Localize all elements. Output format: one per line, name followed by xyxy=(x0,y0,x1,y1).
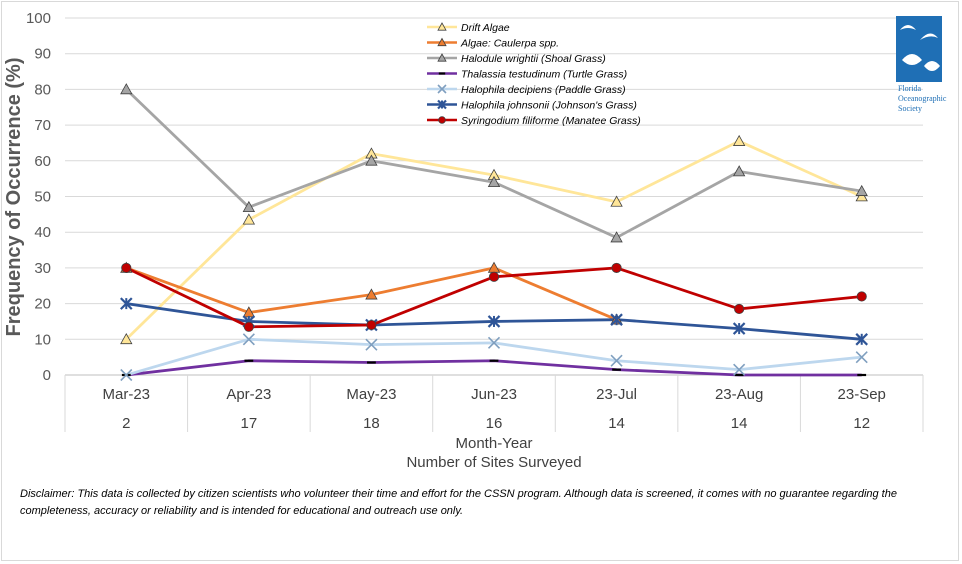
logo-manatee-icon xyxy=(924,61,940,71)
series-line xyxy=(125,337,862,377)
disclaimer-text: Disclaimer: This data is collected by ci… xyxy=(20,488,897,517)
legend-entry-label: Halophila decipiens (Paddle Grass) xyxy=(461,84,626,96)
sites-surveyed-label: 17 xyxy=(241,415,258,432)
data-point xyxy=(734,303,745,315)
y-tick-label: 50 xyxy=(34,189,51,206)
data-point xyxy=(855,190,868,202)
data-point xyxy=(610,313,623,326)
x-tick-label: 23-Aug xyxy=(715,386,763,403)
florida-oceanographic-logo: Florida Oceanographic Society xyxy=(896,16,947,113)
data-point xyxy=(732,134,746,146)
data-point xyxy=(732,322,746,335)
y-tick-label: 40 xyxy=(34,224,51,241)
y-tick-label: 90 xyxy=(34,46,51,63)
y-tick-label: 60 xyxy=(34,153,51,170)
data-point xyxy=(487,336,501,349)
logo-fish-icon xyxy=(902,54,922,65)
data-point xyxy=(120,297,133,310)
legend-entry-label: Halophila johnsonii (Johnson's Grass) xyxy=(461,100,637,112)
data-point xyxy=(487,315,501,328)
y-tick-label: 80 xyxy=(34,81,51,98)
data-point xyxy=(242,200,256,213)
data-point xyxy=(437,37,447,47)
legend-entry-label: Algae: Caulerpa spp. xyxy=(460,38,559,50)
logo-bird-icon xyxy=(920,33,938,40)
data-point xyxy=(438,116,446,124)
data-point xyxy=(610,231,623,243)
y-tick-label: 30 xyxy=(34,260,51,277)
legend-entry-label: Drift Algae xyxy=(461,22,510,34)
legend-entry-label: Halodule wrightii (Shoal Grass) xyxy=(461,53,606,65)
data-point xyxy=(610,195,623,207)
data-point xyxy=(437,99,447,110)
data-point xyxy=(855,351,868,364)
data-point xyxy=(856,291,867,302)
series-markers xyxy=(120,83,868,382)
data-point xyxy=(365,338,378,351)
data-point xyxy=(437,84,447,94)
logo-wave-icon xyxy=(900,25,916,30)
data-point xyxy=(488,271,500,282)
x-tick-label: May-23 xyxy=(346,386,396,403)
logo-text-line1: Florida xyxy=(898,84,922,93)
y-tick-label: 70 xyxy=(34,117,51,134)
data-point xyxy=(610,354,623,367)
legend-entry-label: Thalassia testudinum (Turtle Grass) xyxy=(461,69,627,81)
logo-text-line2: Oceanographic xyxy=(898,94,947,103)
x-tick-label: Apr-23 xyxy=(226,386,271,403)
axes: 0 10 20 30 40 50 60 70 80 90 100 Mar-23 2 Apr-23 17 May… xyxy=(26,10,924,432)
sites-surveyed-label: 14 xyxy=(608,415,625,432)
gridlines xyxy=(65,17,923,340)
data-point xyxy=(121,262,132,273)
data-point xyxy=(120,368,133,382)
sites-surveyed-label: 12 xyxy=(853,415,870,432)
data-point xyxy=(242,333,255,346)
x-tick-label: Jun-23 xyxy=(471,386,517,403)
x-tick-label: 23-Jul xyxy=(596,386,637,403)
data-point xyxy=(855,184,868,196)
data-point xyxy=(365,154,378,166)
data-point xyxy=(365,288,378,300)
x-tick-label: Mar-23 xyxy=(103,386,151,403)
logo-text-line3: Society xyxy=(898,104,922,113)
sites-surveyed-label: 18 xyxy=(363,415,380,432)
data-point xyxy=(243,321,254,332)
data-point xyxy=(611,262,622,273)
data-point xyxy=(733,363,746,376)
data-point xyxy=(437,53,447,62)
data-point xyxy=(242,213,256,225)
x-tick-label: 23-Sep xyxy=(838,386,886,403)
x-axis-label-sites: Number of Sites Surveyed xyxy=(406,454,581,471)
data-point xyxy=(732,165,746,177)
y-axis-label: Frequency of Occurrence (%) xyxy=(3,58,25,337)
data-point xyxy=(487,175,501,188)
legend: Drift Algae Algae: Caulerpa spp. Halodule … xyxy=(427,22,641,127)
data-point xyxy=(437,22,447,31)
y-tick-label: 0 xyxy=(43,367,51,384)
sites-surveyed-label: 14 xyxy=(731,415,748,432)
sites-surveyed-label: 16 xyxy=(486,415,503,432)
data-point xyxy=(366,319,377,331)
data-point xyxy=(120,332,133,345)
legend-entry-label: Syringodium filiforme (Manatee Grass) xyxy=(461,115,641,127)
y-tick-label: 100 xyxy=(26,10,51,27)
y-tick-label: 10 xyxy=(34,331,51,348)
y-tick-label: 20 xyxy=(34,296,51,313)
data-point xyxy=(855,333,868,346)
x-axis-label: Month-Year xyxy=(456,435,533,452)
logo-mark xyxy=(896,16,942,82)
series-line xyxy=(125,88,862,239)
data-point xyxy=(120,83,133,95)
sites-surveyed-label: 2 xyxy=(122,415,130,432)
